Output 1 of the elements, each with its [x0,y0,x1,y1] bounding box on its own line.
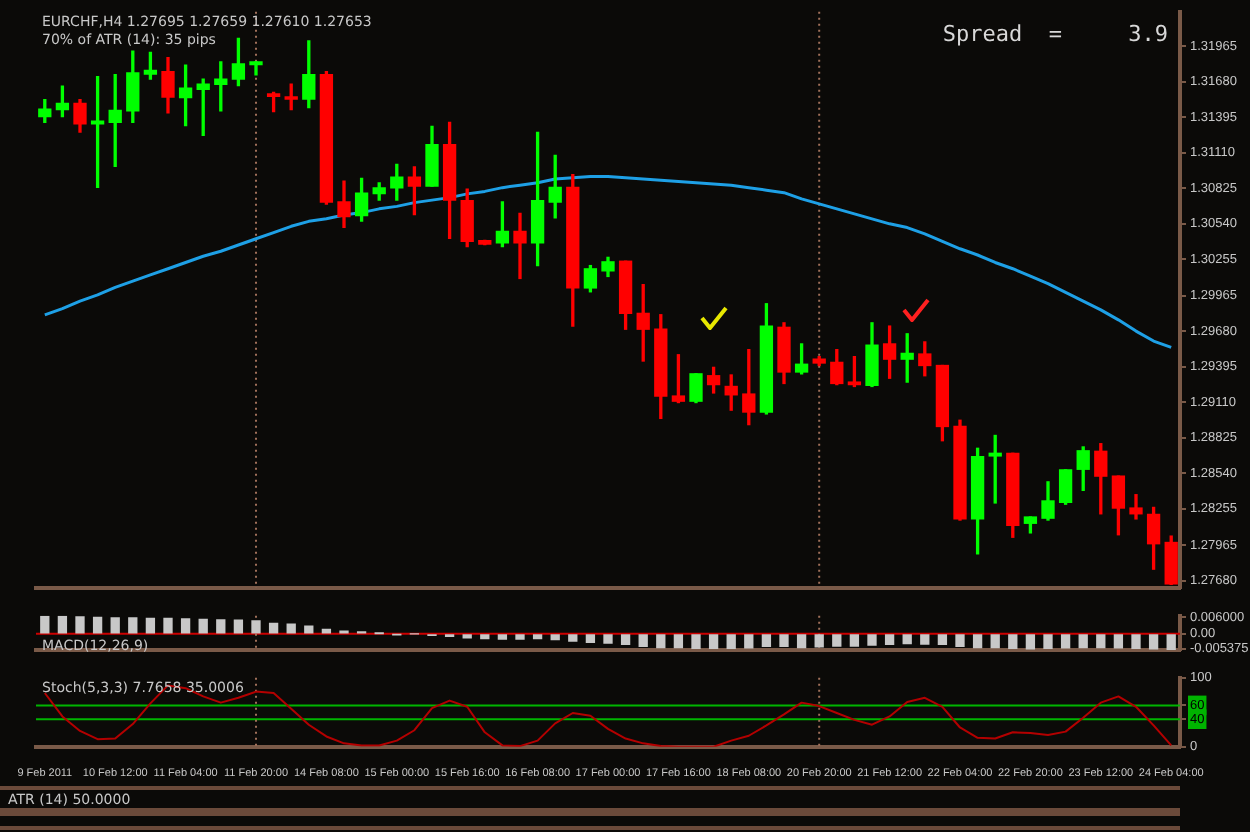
annotation: Spread = 3.9 [942,20,1168,47]
